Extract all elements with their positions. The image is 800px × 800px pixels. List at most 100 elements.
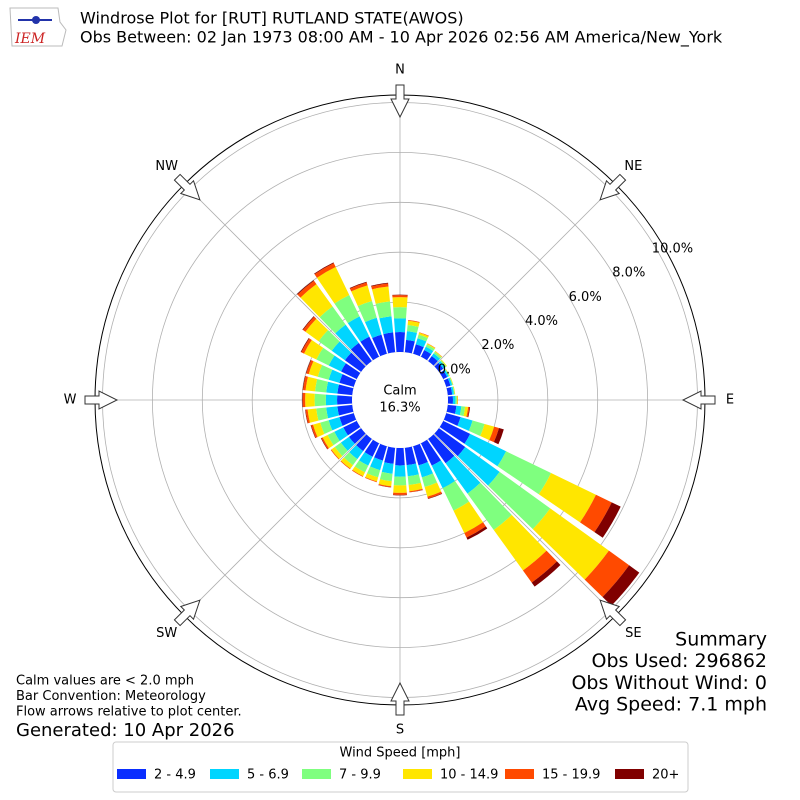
bar-segment [440, 360, 447, 368]
bar-segment [443, 413, 461, 426]
direction-arrow [84, 390, 119, 410]
bar-segment [493, 514, 547, 571]
grid-spoke [399, 184, 616, 401]
bar-segment [493, 428, 504, 445]
legend-swatch [505, 769, 534, 779]
bar-segment [407, 474, 421, 485]
bar-segment [447, 377, 453, 386]
x-tick-label: NE [624, 159, 642, 174]
legend-swatch [615, 769, 644, 779]
chart-subtitle: Obs Between: 02 Jan 1973 08:00 AM - 10 A… [80, 28, 723, 48]
bar-segment [594, 502, 621, 538]
bar-segment [352, 466, 365, 477]
bar-segment [356, 434, 372, 452]
bar-segment [305, 393, 315, 407]
bar-segment [351, 470, 364, 477]
bar-segment [457, 417, 473, 431]
legend-label: 2 - 4.9 [154, 768, 196, 783]
bar-segment [350, 342, 372, 366]
bar-segment [466, 526, 488, 540]
bar-segment [334, 427, 348, 442]
direction-arrow [390, 681, 410, 716]
legend-title: Wind Speed [mph] [340, 746, 461, 761]
bar-segment [457, 447, 500, 486]
bar-segment [371, 283, 389, 290]
bar-segment [340, 457, 353, 469]
bar-segment [335, 324, 359, 350]
bar-segment [296, 280, 314, 295]
bar-segment [328, 355, 346, 372]
x-tick-label: SW [156, 626, 177, 641]
legend-label: 15 - 19.9 [542, 768, 600, 783]
note: Calm values are < 2.0 mph [16, 674, 194, 689]
bar-segment [337, 404, 354, 416]
bar-segment [393, 494, 407, 496]
bar-segment [310, 425, 316, 439]
bar-segment [404, 339, 415, 354]
bar-segment [297, 280, 317, 298]
bar-segment [489, 426, 500, 443]
grid-spoke [184, 399, 401, 616]
bar-segment [406, 331, 417, 342]
bar-segment [420, 350, 432, 361]
r-tick-label: 6.0% [569, 290, 602, 305]
bar-segment [407, 320, 420, 327]
bar-segment [433, 351, 442, 359]
bar-segment [328, 417, 343, 431]
bar-segment [468, 420, 485, 437]
bar-segment [302, 316, 317, 332]
bar-segment [426, 343, 436, 349]
direction-arrow [390, 84, 410, 119]
bar-segment [360, 336, 380, 361]
bar-segment [415, 338, 427, 348]
bar-segment [354, 460, 369, 473]
bar-segment [393, 307, 407, 319]
summary-line: Avg Speed: 7.1 mph [575, 694, 767, 716]
bar-segment [365, 473, 379, 482]
bar-segment [358, 452, 373, 466]
bar-segment [427, 343, 436, 349]
bar-segment [480, 423, 495, 441]
bar-segment [334, 295, 360, 324]
bar-segment [427, 491, 442, 499]
logo-text: IEM [14, 31, 46, 47]
bar-segment [434, 351, 442, 358]
bar-segment [443, 369, 449, 378]
note: Flow arrows relative to plot center. [16, 705, 242, 720]
bar-segment [349, 282, 368, 292]
note: Bar Convention: Meteorology [16, 689, 206, 704]
bar-segment [497, 451, 552, 495]
bar-segment [343, 452, 358, 466]
bar-segment [584, 550, 630, 597]
bar-segment [312, 422, 325, 438]
legend: 2 - 4.9 5 - 6.9 7 - 9.9 10 - 14.9 15 - 19.9 2… [117, 768, 679, 783]
bar-segment [305, 409, 308, 424]
bar-segment [344, 352, 366, 372]
bar-segment [531, 561, 561, 587]
bar-segment [404, 446, 417, 466]
bar-segment [316, 347, 335, 366]
bar-segment [317, 364, 333, 380]
bar-segment [383, 332, 396, 354]
bar-segment [305, 359, 312, 374]
bar-segment [452, 395, 456, 405]
bar-segment [311, 424, 318, 438]
bar-segment [364, 477, 377, 483]
bar-segment [428, 434, 455, 464]
grid-spoke [184, 184, 401, 401]
legend-swatch [302, 769, 331, 779]
bar-segment [445, 455, 481, 494]
summary-line: Obs Without Wind: 0 [571, 672, 767, 694]
bar-segment [315, 379, 329, 393]
bar-segment [434, 362, 444, 372]
bar-segment [331, 341, 352, 361]
bar-segment [418, 332, 429, 339]
bar-segment [418, 461, 433, 478]
bar-segment [308, 361, 323, 377]
bar-segment [439, 370, 448, 380]
r-tick-label: 0.0% [438, 362, 471, 377]
bar-segment [393, 485, 407, 493]
bar-segment [320, 420, 333, 434]
bar-segment [393, 476, 407, 486]
